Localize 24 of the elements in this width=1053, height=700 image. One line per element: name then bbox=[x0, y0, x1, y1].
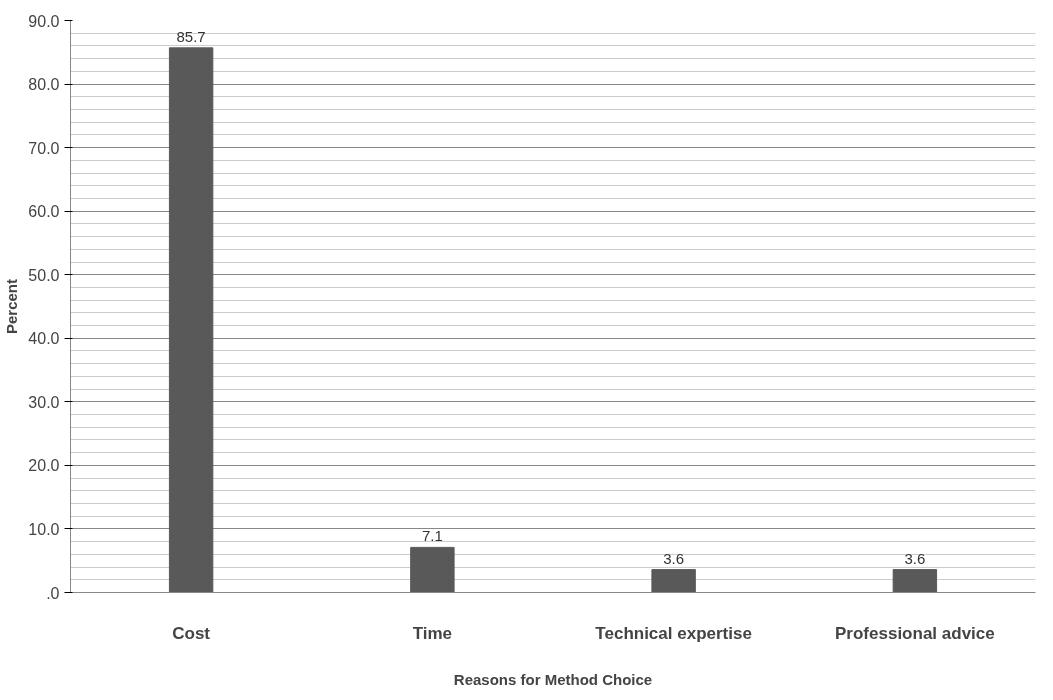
bar bbox=[892, 569, 938, 593]
data-label: 3.6 bbox=[904, 549, 926, 567]
y-tick-label: .0 bbox=[46, 584, 60, 602]
y-tick-label: 20.0 bbox=[28, 457, 60, 475]
bar bbox=[410, 546, 455, 593]
y-axis-title: Percent bbox=[3, 278, 21, 335]
y-tick-label: 30.0 bbox=[28, 393, 60, 411]
x-tick-label: Cost bbox=[172, 623, 211, 643]
x-tick-label: Technical expertise bbox=[595, 623, 752, 643]
x-axis-title: Reasons for Method Choice bbox=[453, 670, 653, 688]
data-label: 85.7 bbox=[176, 27, 206, 45]
x-tick-label: Time bbox=[412, 623, 453, 643]
y-tick-label: 70.0 bbox=[28, 139, 60, 157]
y-tick-label: 50.0 bbox=[28, 266, 60, 284]
y-tick-label: 10.0 bbox=[28, 520, 60, 538]
y-tick-label: 40.0 bbox=[28, 330, 60, 348]
y-tick-label: 60.0 bbox=[28, 203, 60, 221]
data-label: 3.6 bbox=[663, 549, 685, 567]
y-tick-label: 90.0 bbox=[28, 12, 60, 30]
bar bbox=[651, 569, 696, 593]
data-label: 7.1 bbox=[421, 527, 443, 545]
bar bbox=[168, 47, 214, 593]
x-tick-label: Professional advice bbox=[835, 623, 995, 643]
y-tick-label: 80.0 bbox=[28, 76, 60, 94]
